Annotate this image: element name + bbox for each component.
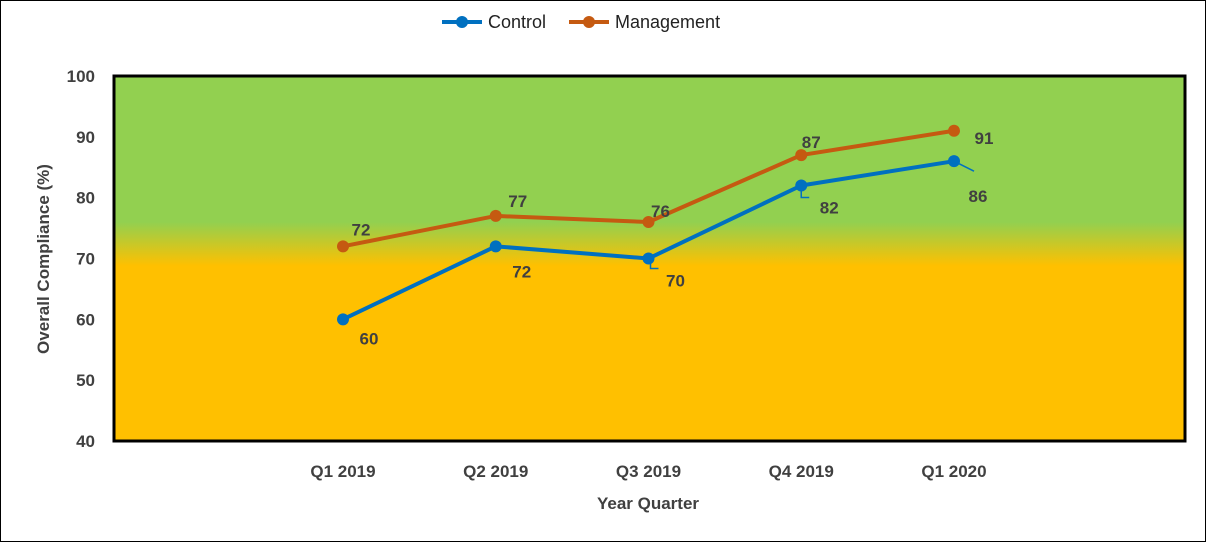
- data-label-management: 76: [651, 202, 670, 221]
- data-point-management: [337, 240, 349, 253]
- y-axis-ticks: 40 50 60 70 80 90 100: [67, 67, 95, 451]
- data-label-control: 72: [512, 262, 531, 281]
- data-label-control: 86: [969, 187, 988, 206]
- x-tick-label: Q1 2019: [310, 462, 375, 481]
- y-tick-label: 100: [67, 67, 95, 86]
- legend-label-control: Control: [488, 12, 546, 32]
- y-tick-label: 80: [76, 189, 95, 208]
- y-tick-label: 40: [76, 432, 95, 451]
- data-label-management: 87: [802, 133, 821, 152]
- x-tick-label: Q1 2020: [921, 462, 986, 481]
- x-axis-title: Year Quarter: [597, 494, 699, 513]
- x-tick-label: Q4 2019: [769, 462, 834, 481]
- label-leader-line: [957, 162, 975, 172]
- y-tick-label: 70: [76, 250, 95, 269]
- x-tick-label: Q3 2019: [616, 462, 681, 481]
- y-tick-label: 60: [76, 310, 95, 329]
- data-point-control: [642, 252, 655, 265]
- data-point-control: [337, 313, 349, 326]
- data-label-control: 60: [360, 329, 379, 348]
- label-leader-line: [649, 260, 659, 270]
- data-label-management: 72: [352, 220, 371, 239]
- legend-marker-management: [583, 16, 595, 28]
- series-layer: [337, 124, 960, 326]
- data-point-control: [795, 179, 808, 192]
- y-tick-label: 50: [76, 371, 95, 390]
- data-point-management: [795, 149, 808, 162]
- data-point-control: [948, 155, 960, 168]
- legend-label-management: Management: [615, 12, 720, 32]
- data-label-control: 70: [666, 272, 685, 291]
- x-tick-label: Q2 2019: [463, 462, 528, 481]
- x-axis-ticks: Q1 2019 Q2 2019 Q3 2019 Q4 2019 Q1 2020: [310, 462, 986, 481]
- data-point-control: [489, 240, 502, 253]
- legend-marker-control: [456, 16, 468, 28]
- label-leader-line: [800, 187, 810, 199]
- data-point-management: [489, 209, 502, 222]
- y-tick-label: 90: [76, 128, 95, 147]
- data-label-management: 91: [975, 129, 994, 148]
- data-label-control: 82: [820, 199, 839, 218]
- y-axis-title: Overall Compliance (%): [34, 164, 53, 354]
- data-label-management: 77: [508, 192, 527, 211]
- data-point-management: [642, 216, 655, 228]
- legend: Control Management: [442, 12, 720, 32]
- data-point-management: [948, 124, 960, 137]
- data-labels: 60 72 70 82 86 72 77 76 87 91: [352, 129, 994, 349]
